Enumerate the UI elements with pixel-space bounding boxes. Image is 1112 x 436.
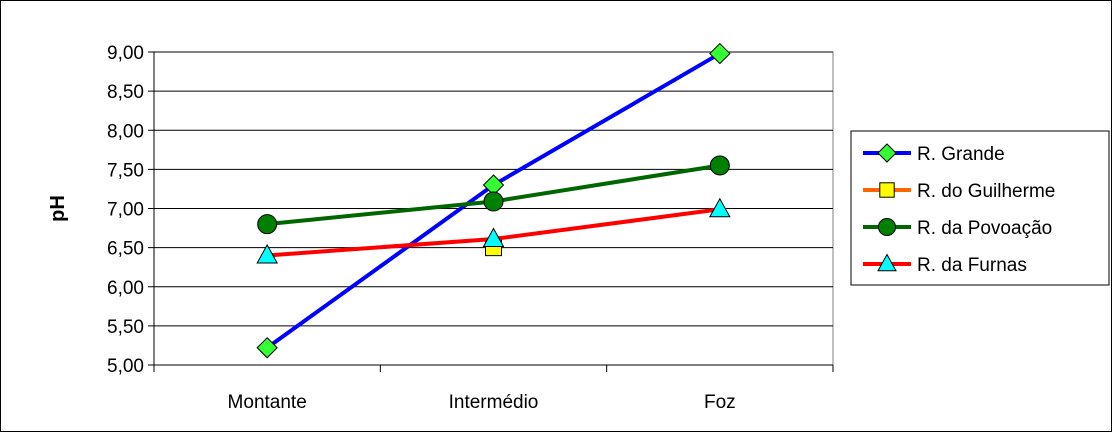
legend-marker — [877, 217, 897, 237]
series-2 — [257, 155, 730, 235]
y-axis-label: pH — [47, 195, 69, 222]
y-tick-label: 5,00 — [107, 356, 144, 377]
legend-marker — [879, 182, 895, 198]
y-tick-label: 9,00 — [107, 43, 144, 64]
y-tick-label: 7,50 — [107, 160, 144, 181]
data-point — [708, 197, 731, 218]
legend-item: R. da Furnas — [863, 253, 1027, 276]
series-3 — [256, 197, 731, 264]
legend-label: R. Grande — [917, 144, 1005, 165]
legend-item: R. do Guilherme — [863, 181, 1055, 202]
y-tick-label: 7,00 — [107, 200, 144, 221]
y-tick-label: 6,00 — [107, 278, 144, 299]
legend-marker — [877, 253, 897, 272]
legend-label: R. da Furnas — [917, 255, 1027, 276]
data-point — [709, 155, 730, 176]
legend: R. Grande R. do Guilherme R. da Povoação R.… — [850, 130, 1110, 286]
legend-item: R. Grande — [863, 143, 1005, 165]
y-axis: 5,00 5,50 6,00 6,50 7,00 7,50 8,00 8,50 9,00 — [107, 43, 155, 377]
y-tick-label: 8,50 — [107, 82, 144, 103]
x-axis: Montante Intermédio Foz — [153, 364, 834, 413]
legend-label: R. da Povoação — [917, 218, 1052, 239]
series-0 — [256, 42, 731, 359]
series-group — [256, 42, 731, 359]
legend-box — [850, 130, 1110, 286]
data-point — [256, 337, 278, 359]
data-point — [483, 191, 504, 212]
y-tick-label: 6,50 — [107, 239, 144, 260]
legend-label: R. do Guilherme — [917, 181, 1055, 202]
x-tick-label: Intermédio — [449, 392, 539, 413]
data-point — [482, 227, 505, 248]
x-tick-label: Montante — [228, 392, 307, 413]
legend-item: R. da Povoação — [863, 217, 1052, 239]
y-tick-label: 8,00 — [107, 121, 144, 142]
data-point — [256, 243, 279, 264]
data-point — [709, 42, 731, 65]
y-tick-label: 5,50 — [107, 317, 144, 338]
data-point — [257, 214, 278, 235]
legend-marker — [877, 143, 897, 163]
x-tick-label: Foz — [704, 392, 736, 413]
